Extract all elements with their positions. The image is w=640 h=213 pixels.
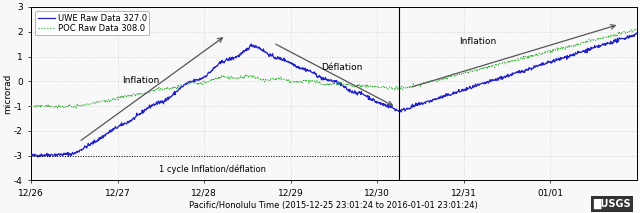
Text: Inflation: Inflation	[122, 76, 159, 85]
Text: 1 cycle Inflation/déflation: 1 cycle Inflation/déflation	[159, 164, 266, 174]
Line: UWE Raw Data 327.0: UWE Raw Data 327.0	[31, 33, 637, 157]
UWE Raw Data 327.0	[346, 88, 354, 91]
POC Raw Data 308.0	[130, 93, 138, 96]
POC Raw Data 308.0	[232, 78, 239, 80]
UWE Raw Data 327.0	[633, 32, 640, 34]
POC Raw Data 308.0	[71, 107, 79, 109]
Line: POC Raw Data 308.0: POC Raw Data 308.0	[31, 29, 637, 108]
POC Raw Data 308.0	[291, 81, 298, 84]
POC Raw Data 308.0	[358, 83, 366, 86]
UWE Raw Data 327.0	[291, 63, 298, 66]
UWE Raw Data 327.0	[28, 154, 35, 157]
Text: █USGS: █USGS	[593, 199, 630, 209]
Text: Déflation: Déflation	[321, 63, 362, 72]
X-axis label: Pacific/Honolulu Time (2015-12-25 23:01:24 to 2016-01-01 23:01:24): Pacific/Honolulu Time (2015-12-25 23:01:…	[189, 200, 478, 210]
UWE Raw Data 327.0	[232, 55, 239, 58]
Text: Inflation: Inflation	[460, 37, 497, 46]
UWE Raw Data 327.0	[130, 117, 138, 119]
POC Raw Data 308.0	[633, 28, 640, 30]
UWE Raw Data 327.0	[108, 130, 116, 132]
UWE Raw Data 327.0	[358, 93, 366, 95]
Y-axis label: microrad: microrad	[3, 73, 12, 114]
Legend: UWE Raw Data 327.0, POC Raw Data 308.0: UWE Raw Data 327.0, POC Raw Data 308.0	[35, 11, 150, 35]
POC Raw Data 308.0	[108, 98, 116, 101]
POC Raw Data 308.0	[346, 84, 354, 86]
UWE Raw Data 327.0	[34, 156, 42, 158]
POC Raw Data 308.0	[28, 105, 35, 107]
